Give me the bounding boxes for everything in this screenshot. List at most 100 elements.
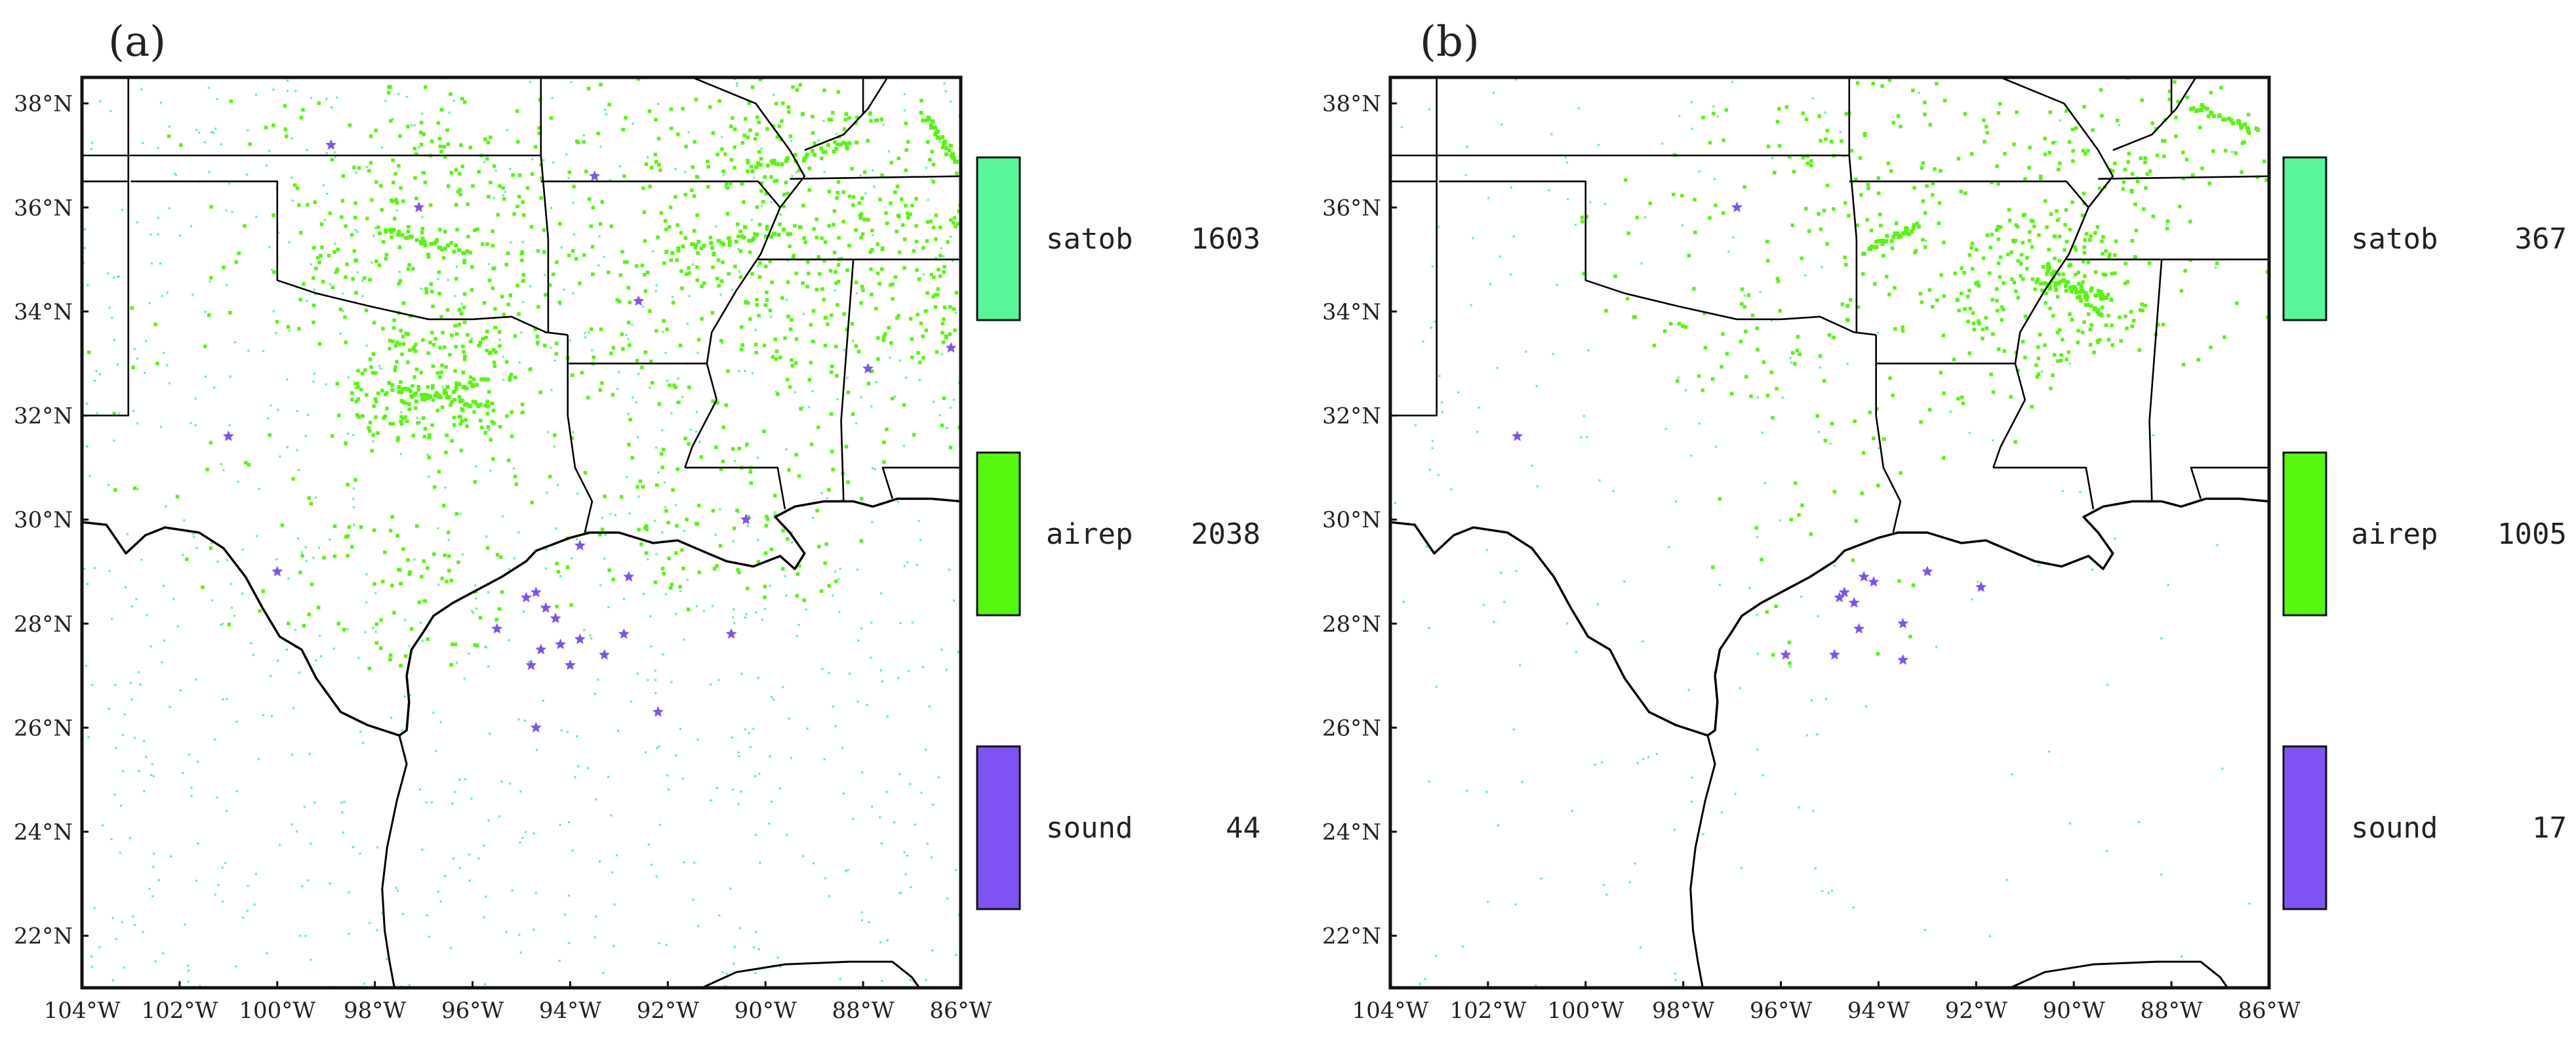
x-tick-label: 94°W [539, 998, 601, 1024]
satob-point [348, 891, 350, 894]
airep-point [679, 269, 683, 274]
satob-point [159, 101, 162, 104]
airep-point [307, 496, 311, 500]
satob-point [898, 892, 901, 895]
airep-point [696, 239, 701, 244]
satob-point [870, 405, 873, 408]
airep-point [2070, 127, 2075, 131]
airep-point [2226, 116, 2231, 121]
airep-point [896, 314, 900, 318]
satob-point [545, 548, 548, 551]
airep-point [494, 618, 499, 622]
satob-point [940, 247, 943, 249]
satob-point [372, 626, 374, 630]
airep-point [680, 548, 684, 552]
airep-point [209, 546, 213, 550]
airep-point [820, 236, 824, 240]
satob-point [1402, 601, 1405, 603]
airep-point [898, 250, 902, 254]
satob-point [1846, 363, 1849, 365]
airep-point [1903, 232, 1908, 235]
airep-point [2082, 245, 2086, 249]
satob-point [597, 678, 599, 681]
airep-point [446, 142, 451, 146]
airep-point [917, 277, 921, 281]
airep-point [1777, 144, 1782, 148]
satob-point [1431, 439, 1434, 442]
airep-point [401, 547, 405, 551]
satob-point [1821, 889, 1824, 892]
airep-point [955, 159, 959, 164]
airep-point [752, 236, 756, 241]
airep-point [1956, 397, 1960, 401]
airep-point [1035, 381, 1039, 385]
airep-point [880, 267, 884, 272]
satob-point [231, 211, 233, 213]
airep-point [723, 152, 727, 156]
airep-point [2068, 312, 2072, 316]
satob-point [150, 234, 152, 236]
satob-point [736, 85, 738, 87]
airep-point [388, 228, 392, 232]
airep-point [2289, 134, 2293, 138]
airep-point [653, 152, 657, 157]
satob-point [627, 413, 630, 415]
satob-point [630, 701, 632, 703]
satob-point [1497, 367, 1499, 369]
airep-point [2094, 293, 2099, 298]
satob-point [587, 331, 590, 334]
airep-point [2123, 261, 2127, 266]
airep-point [423, 427, 428, 431]
airep-point [399, 186, 403, 190]
airep-point [2110, 323, 2114, 327]
airep-point [400, 352, 404, 356]
airep-point [399, 415, 403, 419]
airep-point [421, 394, 426, 398]
airep-point [1721, 211, 1725, 215]
satob-point [791, 174, 794, 177]
airep-point [392, 326, 396, 330]
airep-point [611, 346, 616, 350]
satob-point [744, 369, 746, 373]
airep-point [2194, 66, 2198, 70]
airep-point [775, 178, 779, 183]
satob-point [870, 657, 872, 659]
airep-point [1754, 526, 1758, 530]
airep-point [675, 467, 680, 472]
airep-point [477, 344, 481, 348]
satob-point [286, 446, 289, 449]
airep-point [811, 131, 815, 135]
satob-point [740, 790, 742, 793]
satob-point [291, 754, 294, 756]
satob-point [502, 378, 505, 381]
airep-point [687, 271, 691, 275]
airep-point [677, 400, 681, 405]
airep-point [390, 388, 395, 392]
airep-point [596, 131, 600, 136]
sound-point [1858, 571, 1870, 582]
airep-point [491, 409, 496, 413]
airep-point [755, 205, 759, 209]
satob-point [946, 897, 949, 900]
airep-point [515, 109, 519, 113]
satob-point [188, 753, 191, 756]
satob-point [753, 176, 755, 179]
airep-point [831, 111, 835, 115]
airep-point [763, 596, 767, 599]
airep-point [1870, 245, 1874, 249]
airep-point [773, 337, 778, 342]
satob-point [567, 176, 570, 179]
x-tick-label: 104°W [1352, 998, 1429, 1024]
satob-point [114, 683, 117, 687]
airep-point [2074, 287, 2078, 292]
satob-point [129, 681, 132, 684]
airep-point [1771, 653, 1775, 657]
airep-point [1755, 326, 1760, 331]
airep-point [445, 395, 450, 399]
airep-point [384, 256, 388, 261]
airep-point [1995, 228, 1999, 232]
satob-point [871, 521, 874, 523]
airep-point [1672, 192, 1676, 197]
airep-point [919, 321, 923, 325]
airep-point [1888, 376, 1892, 380]
